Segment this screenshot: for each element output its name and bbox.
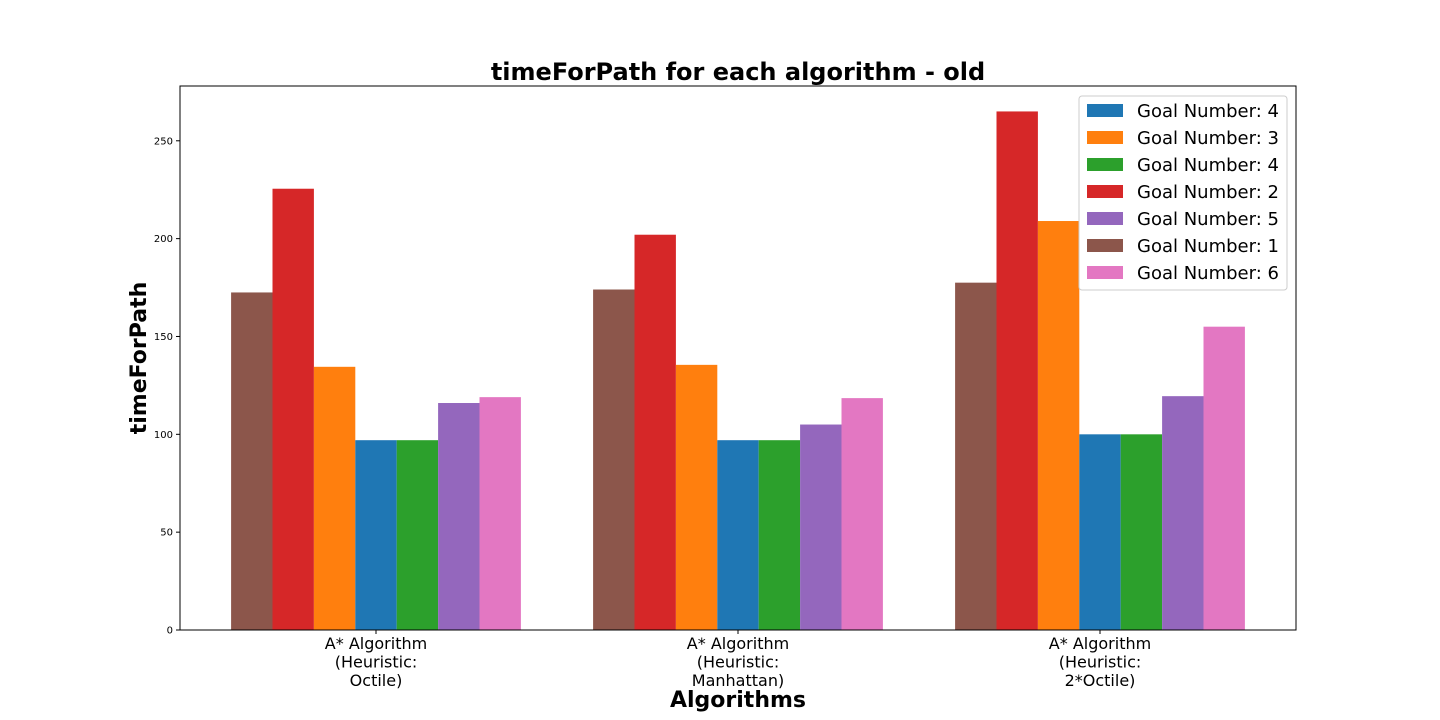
legend-label: Goal Number: 3 xyxy=(1137,128,1279,149)
x-tick-label: A* Algorithm (Heuristic: Octile) xyxy=(325,634,427,690)
y-tick-label: 150 xyxy=(154,332,173,343)
x-axis-label: Algorithms xyxy=(670,688,806,713)
legend-swatch xyxy=(1087,212,1123,225)
legend-label: Goal Number: 1 xyxy=(1137,236,1279,257)
legend-swatch xyxy=(1087,104,1123,117)
bar xyxy=(355,440,397,630)
bar xyxy=(479,397,521,630)
legend-swatch xyxy=(1087,131,1123,144)
bar xyxy=(841,398,883,630)
y-axis: 0 50 100 150 200 250 xyxy=(154,136,180,637)
bar xyxy=(634,234,676,630)
legend-swatch xyxy=(1087,266,1123,279)
y-tick-label: 50 xyxy=(160,528,173,539)
x-tick-label: A* Algorithm (Heuristic: Manhattan) xyxy=(687,634,789,690)
legend-label: Goal Number: 6 xyxy=(1137,263,1279,284)
bar xyxy=(675,364,718,630)
y-tick-label: 200 xyxy=(154,234,173,245)
legend-label: Goal Number: 5 xyxy=(1137,209,1279,230)
legend: Goal Number: 4 Goal Number: 3 Goal Number:… xyxy=(1078,95,1288,291)
bar xyxy=(313,366,356,630)
bar xyxy=(593,289,635,630)
bar xyxy=(438,403,480,630)
bar xyxy=(800,424,842,630)
bar xyxy=(272,188,314,631)
bar xyxy=(717,440,759,630)
legend-swatch xyxy=(1087,185,1123,198)
x-tick-label: A* Algorithm (Heuristic: 2*Octile) xyxy=(1049,634,1151,690)
y-tick-label: 0 xyxy=(167,626,173,637)
legend-label: Goal Number: 4 xyxy=(1137,155,1279,176)
bar xyxy=(996,111,1038,630)
legend-label: Goal Number: 2 xyxy=(1137,182,1279,203)
bar xyxy=(1120,434,1163,630)
bar xyxy=(396,440,439,630)
chart-title: timeForPath for each algorithm - old xyxy=(491,58,985,86)
bar xyxy=(758,440,801,630)
bar xyxy=(1162,396,1204,630)
bar xyxy=(1203,326,1245,630)
bar xyxy=(955,282,997,630)
legend-label: Goal Number: 4 xyxy=(1137,101,1279,122)
legend-box xyxy=(1078,95,1288,291)
y-axis-label: timeForPath xyxy=(127,282,152,435)
bar xyxy=(231,292,273,630)
legend-swatch xyxy=(1087,158,1123,171)
bar xyxy=(1037,221,1080,630)
y-tick-label: 100 xyxy=(154,430,173,441)
y-tick-label: 250 xyxy=(154,136,173,147)
legend-swatch xyxy=(1087,239,1123,252)
bars-group xyxy=(231,111,1245,631)
bar xyxy=(1079,434,1121,630)
x-axis: A* Algorithm (Heuristic: Octile) A* Algorit… xyxy=(325,630,1151,690)
